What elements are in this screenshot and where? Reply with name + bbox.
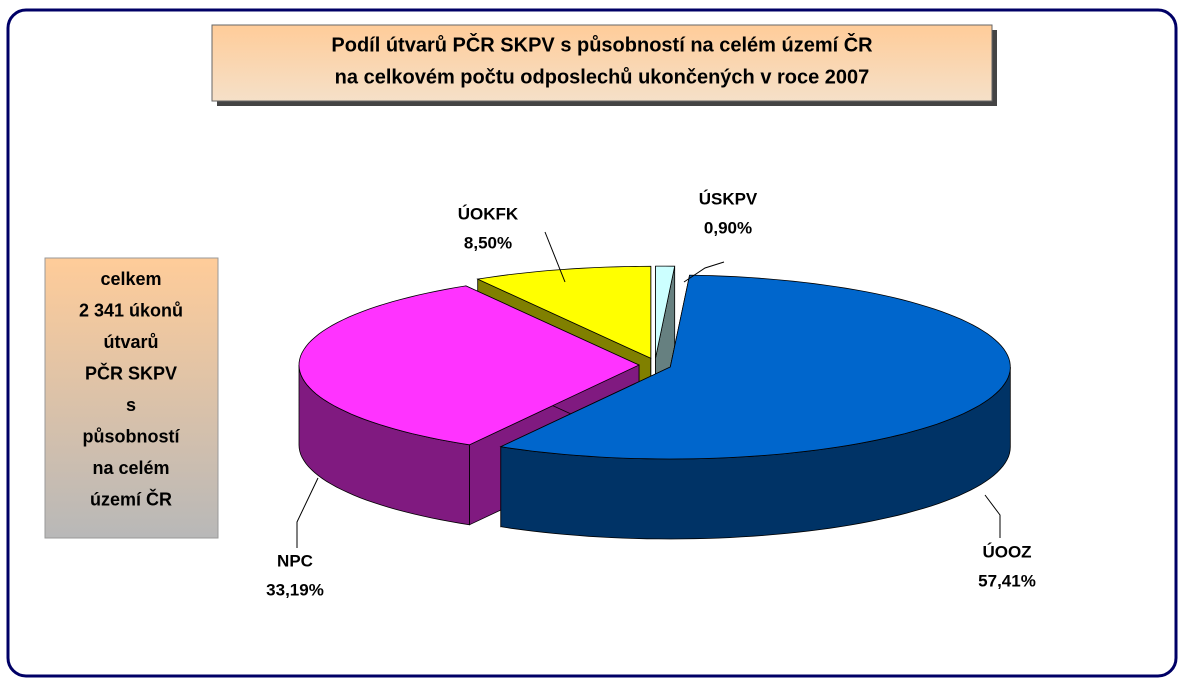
note-line: 2 341 úkonů <box>79 300 183 320</box>
leader-line <box>296 477 319 548</box>
note-line: s <box>126 395 136 415</box>
labels: ÚOOZ 57,41% NPC 33,19% ÚOKFK 8,50% ÚSKPV 0,90% <box>266 189 1036 599</box>
category-label: ÚOOZ <box>982 542 1031 561</box>
note-line: na celém <box>92 458 169 478</box>
category-label: NPC <box>277 551 313 570</box>
leader-line <box>544 231 566 283</box>
note-line: útvarů <box>103 332 158 352</box>
slice <box>298 285 640 446</box>
slice <box>476 265 652 359</box>
note-line: působností <box>83 426 181 446</box>
pie <box>298 265 1011 540</box>
slice <box>499 274 1011 460</box>
value-label: 33,19% <box>266 580 324 599</box>
note-line: celkem <box>100 269 161 289</box>
category-label: ÚOKFK <box>458 204 519 223</box>
note-line: území ČR <box>90 488 172 509</box>
value-label: 0,90% <box>704 218 752 237</box>
note-box <box>44 257 219 539</box>
chart-title: na celkovém počtu odposlechů ukončených … <box>335 66 870 88</box>
value-label: 8,50% <box>464 233 512 252</box>
value-label: 57,41% <box>978 571 1036 590</box>
leader-line <box>984 494 1001 538</box>
note-line: PČR SKPV <box>85 362 177 383</box>
slice <box>655 265 676 359</box>
leader-line <box>683 261 725 283</box>
title-box <box>211 24 993 102</box>
category-label: ÚSKPV <box>699 189 758 208</box>
note: celkem 2 341 úkonů útvarů PČR SKPV s působnos… <box>79 269 183 510</box>
chart-title: Podíl útvarů PČR SKPV s působností na ce… <box>331 32 873 56</box>
